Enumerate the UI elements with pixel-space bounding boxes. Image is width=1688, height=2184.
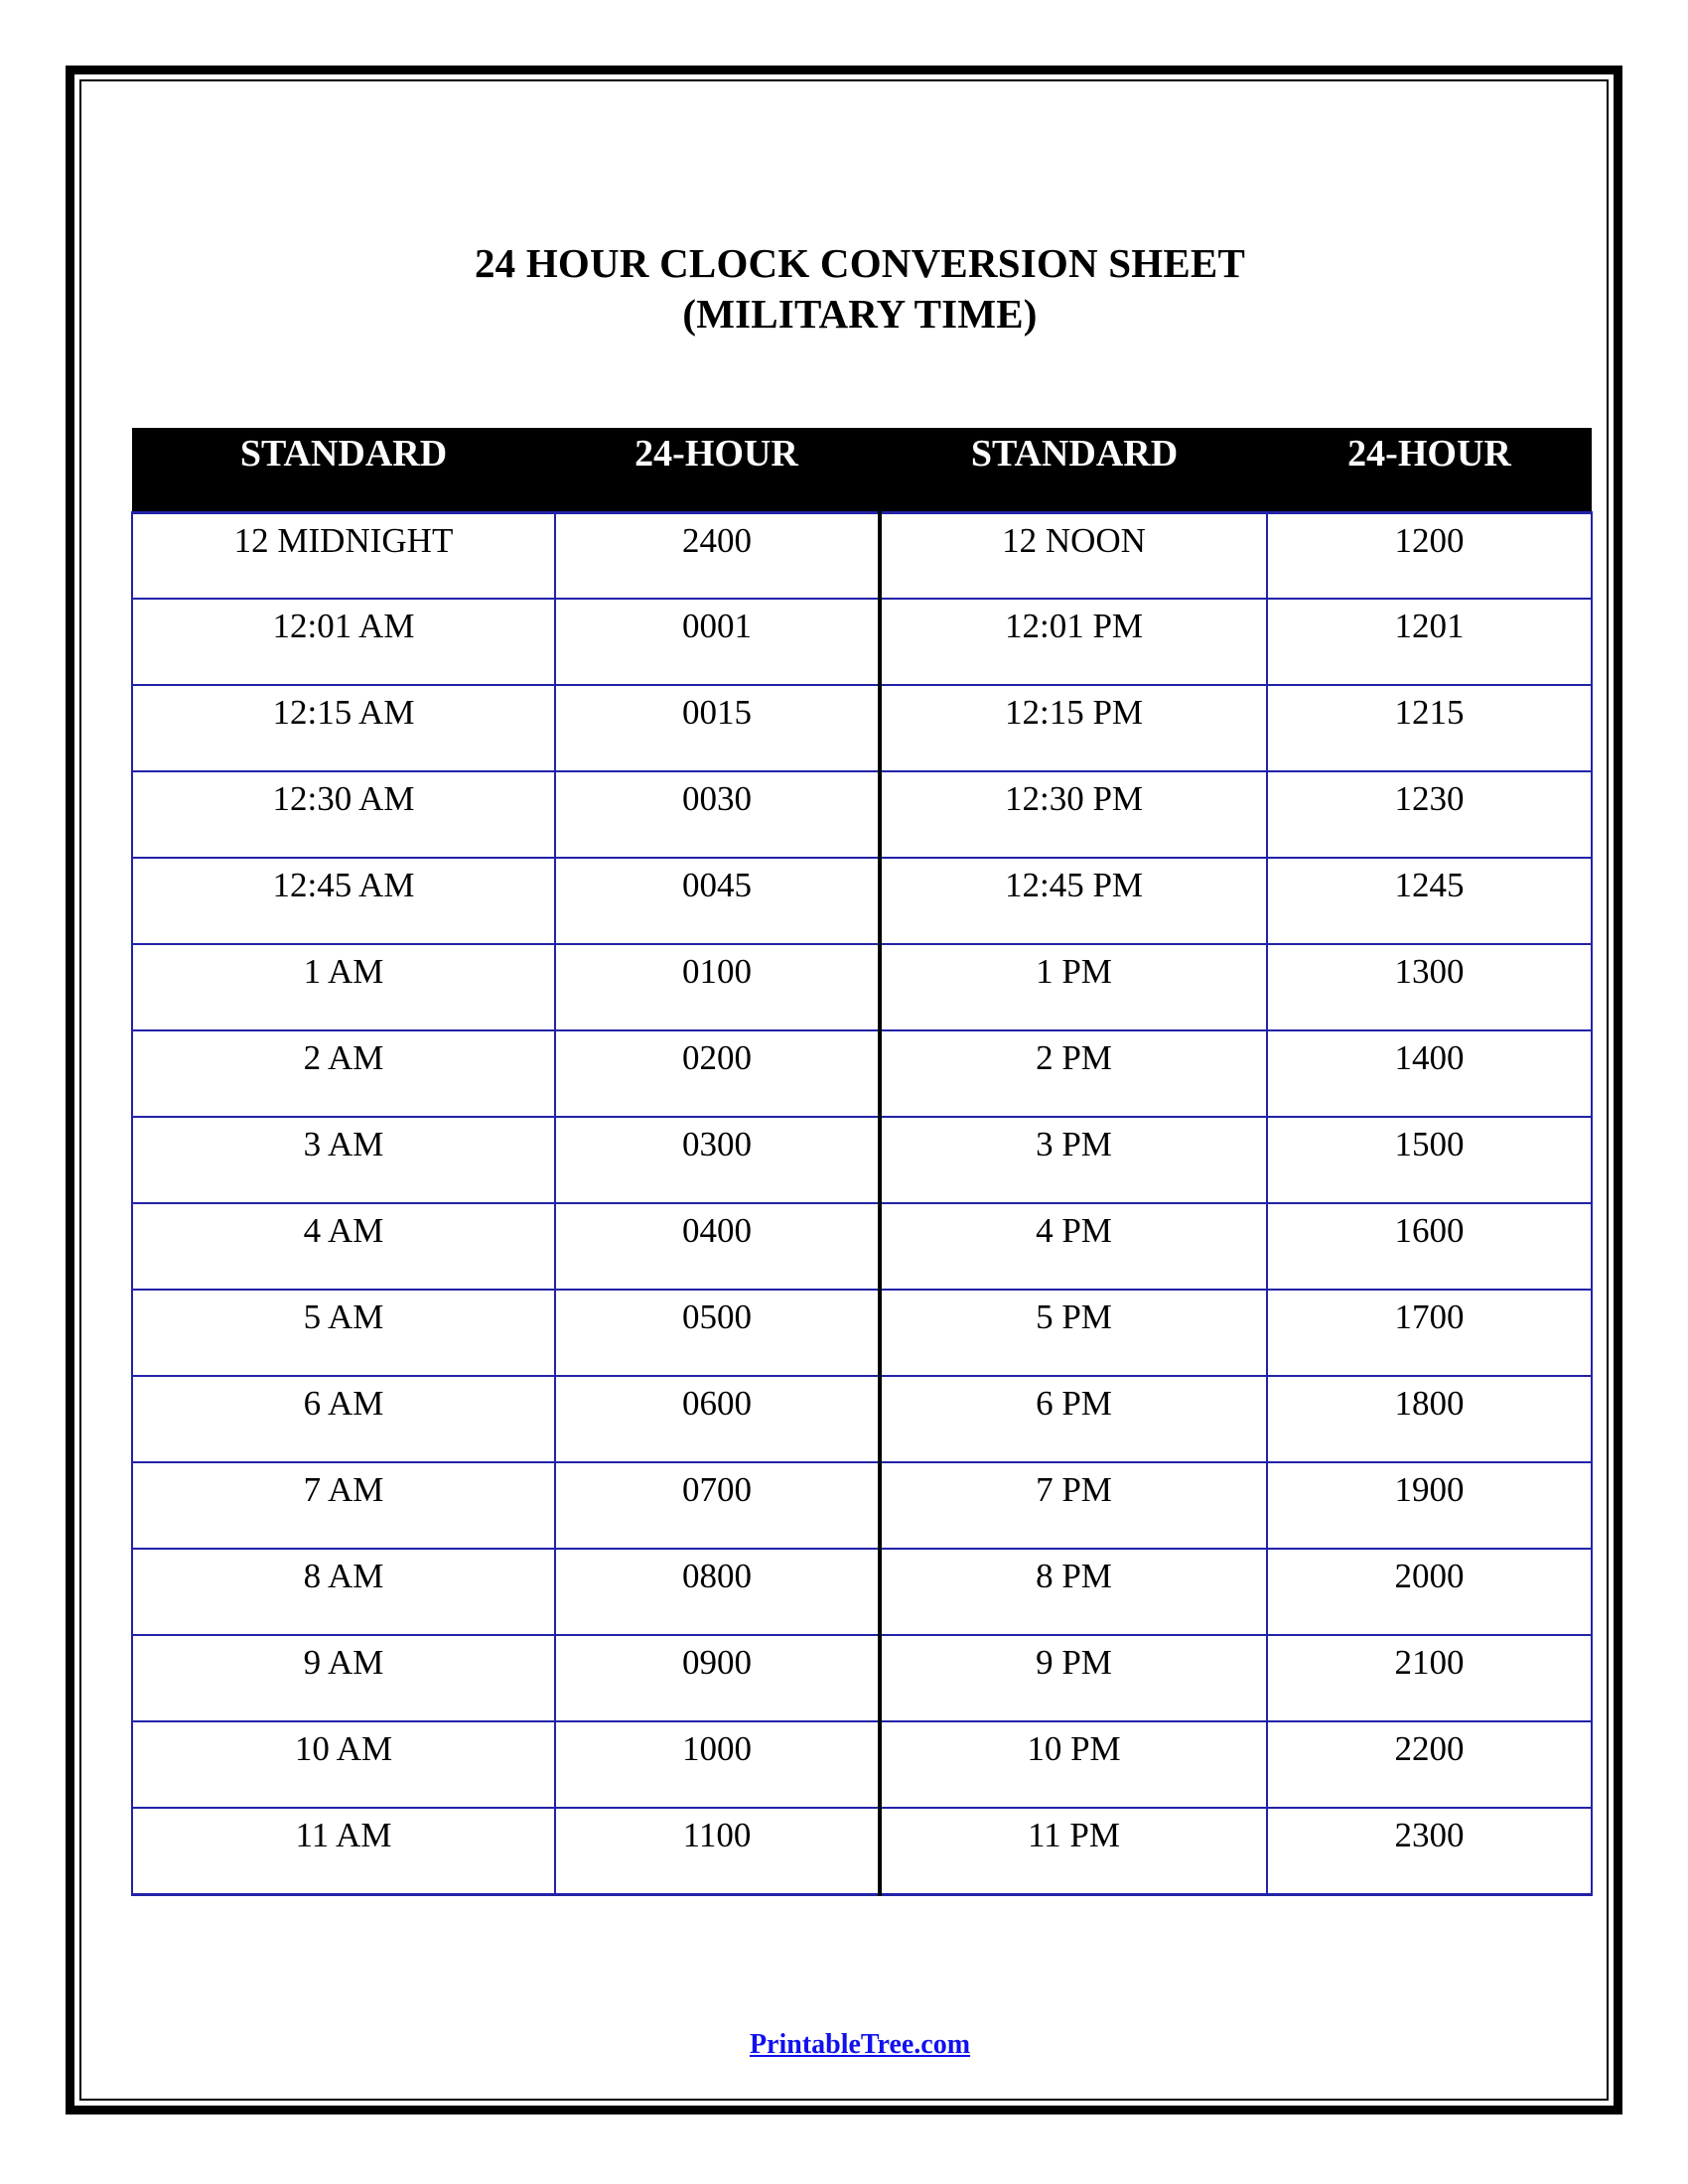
- table-row: 9 AM 0900 9 PM 2100: [131, 1634, 1593, 1722]
- page-border-inner: 24 HOUR CLOCK CONVERSION SHEET (MILITARY…: [79, 79, 1609, 2101]
- printabletree-link[interactable]: PrintableTree.com: [749, 2029, 971, 2060]
- table-cell: 2 PM: [878, 1029, 1268, 1118]
- table-cell: 2300: [1266, 1807, 1593, 1896]
- table-cell: 0500: [554, 1289, 881, 1377]
- table-cell: 9 PM: [878, 1634, 1268, 1722]
- table-cell: 1300: [1266, 943, 1593, 1031]
- table-cell: 5 PM: [878, 1289, 1268, 1377]
- table-cell: 1000: [554, 1720, 881, 1809]
- table-cell: 1200: [1266, 510, 1593, 600]
- table-cell: 1230: [1266, 770, 1593, 859]
- table-cell: 0200: [554, 1029, 881, 1118]
- table-row: 10 AM 1000 10 PM 2200: [131, 1720, 1593, 1809]
- table-cell: 1201: [1266, 598, 1593, 686]
- table-cell: 10 AM: [131, 1720, 556, 1809]
- table-cell: 1700: [1266, 1289, 1593, 1377]
- table-cell: 0300: [554, 1116, 881, 1204]
- table-cell: 1 AM: [131, 943, 556, 1031]
- conversion-table: STANDARD 24-HOUR STANDARD 24-HOUR 12 MID…: [131, 428, 1593, 1896]
- table-cell: 2100: [1266, 1634, 1593, 1722]
- column-header-24hour-pm: 24-HOUR: [1267, 428, 1592, 512]
- table-cell: 12 NOON: [878, 510, 1268, 600]
- table-cell: 1600: [1266, 1202, 1593, 1291]
- table-row: 12 MIDNIGHT 2400 12 NOON 1200: [131, 510, 1593, 600]
- table-cell: 9 AM: [131, 1634, 556, 1722]
- table-cell: 0600: [554, 1375, 881, 1463]
- table-row: 5 AM 0500 5 PM 1700: [131, 1289, 1593, 1377]
- table-cell: 0030: [554, 770, 881, 859]
- table-cell: 0001: [554, 598, 881, 686]
- table-cell: 1800: [1266, 1375, 1593, 1463]
- table-cell: 1 PM: [878, 943, 1268, 1031]
- table-cell: 0700: [554, 1461, 881, 1550]
- table-cell: 2000: [1266, 1548, 1593, 1636]
- table-cell: 12:15 PM: [878, 684, 1268, 772]
- table-cell: 1245: [1266, 857, 1593, 945]
- table-cell: 12:30 PM: [878, 770, 1268, 859]
- column-header-standard-am: STANDARD: [132, 428, 555, 512]
- title-line-1: 24 HOUR CLOCK CONVERSION SHEET: [474, 240, 1245, 286]
- conversion-table-container: STANDARD 24-HOUR STANDARD 24-HOUR 12 MID…: [131, 428, 1593, 1896]
- header-row: STANDARD 24-HOUR STANDARD 24-HOUR: [132, 428, 1592, 512]
- table-cell: 12:45 PM: [878, 857, 1268, 945]
- table-cell: 2 AM: [131, 1029, 556, 1118]
- table-cell: 10 PM: [878, 1720, 1268, 1809]
- column-header-standard-pm: STANDARD: [878, 428, 1267, 512]
- table-cell: 11 AM: [131, 1807, 556, 1896]
- table-cell: 3 PM: [878, 1116, 1268, 1204]
- footer: PrintableTree.com: [81, 2029, 1638, 2061]
- table-cell: 12:01 AM: [131, 598, 556, 686]
- table-cell: 7 AM: [131, 1461, 556, 1550]
- table-cell: 2400: [554, 510, 881, 600]
- table-body: 12 MIDNIGHT 2400 12 NOON 1200 12:01 AM 0001 12…: [131, 510, 1593, 1896]
- table-cell: 0100: [554, 943, 881, 1031]
- table-row: 11 AM 1100 11 PM 2300: [131, 1807, 1593, 1896]
- table-cell: 1400: [1266, 1029, 1593, 1118]
- table-row: 3 AM 0300 3 PM 1500: [131, 1116, 1593, 1204]
- column-header-24hour-am: 24-HOUR: [555, 428, 880, 512]
- page-border-outer: 24 HOUR CLOCK CONVERSION SHEET (MILITARY…: [66, 66, 1622, 2115]
- table-cell: 1900: [1266, 1461, 1593, 1550]
- table-cell: 0045: [554, 857, 881, 945]
- table-cell: 12:30 AM: [131, 770, 556, 859]
- table-row: 12:15 AM 0015 12:15 PM 1215: [131, 684, 1593, 772]
- table-cell: 12 MIDNIGHT: [131, 510, 556, 600]
- title-line-2: (MILITARY TIME): [682, 291, 1038, 337]
- table-cell: 6 AM: [131, 1375, 556, 1463]
- table-row: 12:01 AM 0001 12:01 PM 1201: [131, 598, 1593, 686]
- table-cell: 8 AM: [131, 1548, 556, 1636]
- table-header: STANDARD 24-HOUR STANDARD 24-HOUR: [132, 428, 1592, 512]
- table-cell: 6 PM: [878, 1375, 1268, 1463]
- table-cell: 5 AM: [131, 1289, 556, 1377]
- table-row: 7 AM 0700 7 PM 1900: [131, 1461, 1593, 1550]
- table-row: 8 AM 0800 8 PM 2000: [131, 1548, 1593, 1636]
- table-cell: 0900: [554, 1634, 881, 1722]
- table-cell: 2200: [1266, 1720, 1593, 1809]
- table-cell: 4 PM: [878, 1202, 1268, 1291]
- table-row: 12:30 AM 0030 12:30 PM 1230: [131, 770, 1593, 859]
- table-row: 12:45 AM 0045 12:45 PM 1245: [131, 857, 1593, 945]
- table-cell: 7 PM: [878, 1461, 1268, 1550]
- table-cell: 11 PM: [878, 1807, 1268, 1896]
- table-cell: 3 AM: [131, 1116, 556, 1204]
- table-cell: 1100: [554, 1807, 881, 1896]
- table-cell: 0800: [554, 1548, 881, 1636]
- table-cell: 0015: [554, 684, 881, 772]
- page-title: 24 HOUR CLOCK CONVERSION SHEET (MILITARY…: [81, 238, 1638, 340]
- table-cell: 4 AM: [131, 1202, 556, 1291]
- table-row: 1 AM 0100 1 PM 1300: [131, 943, 1593, 1031]
- table-row: 4 AM 0400 4 PM 1600: [131, 1202, 1593, 1291]
- table-row: 2 AM 0200 2 PM 1400: [131, 1029, 1593, 1118]
- table-cell: 12:01 PM: [878, 598, 1268, 686]
- table-row: 6 AM 0600 6 PM 1800: [131, 1375, 1593, 1463]
- table-cell: 1500: [1266, 1116, 1593, 1204]
- table-cell: 8 PM: [878, 1548, 1268, 1636]
- table-cell: 0400: [554, 1202, 881, 1291]
- table-cell: 1215: [1266, 684, 1593, 772]
- table-cell: 12:15 AM: [131, 684, 556, 772]
- table-cell: 12:45 AM: [131, 857, 556, 945]
